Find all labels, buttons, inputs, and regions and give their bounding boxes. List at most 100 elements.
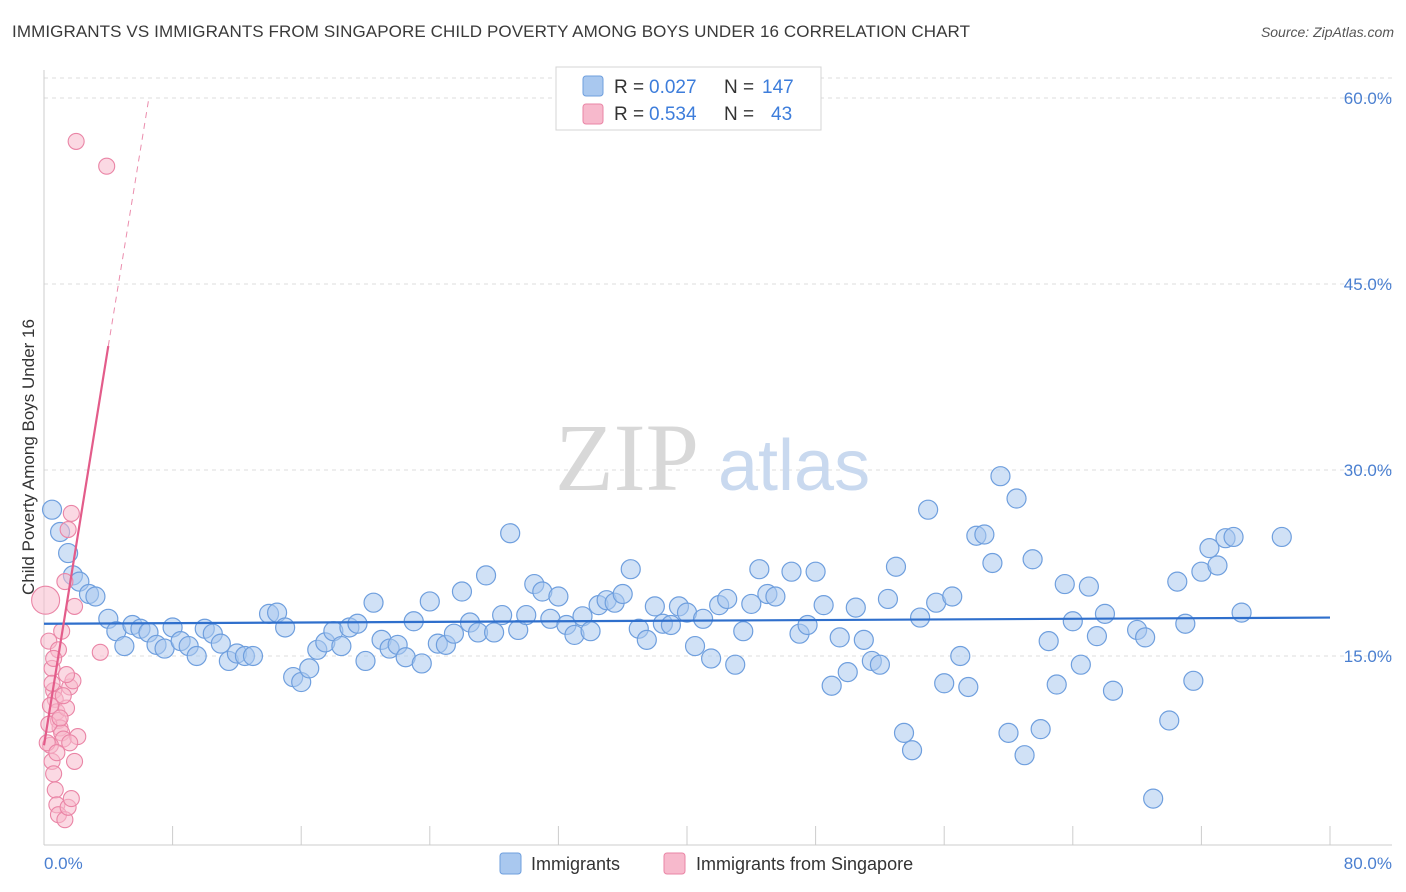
point-immigrants [781, 561, 802, 582]
point-immigrants [85, 586, 106, 607]
point-immigrants [837, 662, 858, 683]
point-immigrants-from-singapore [45, 765, 63, 783]
point-immigrants [853, 629, 874, 650]
point-immigrants [901, 740, 923, 761]
trend-line-singapore [42, 345, 110, 746]
point-immigrants [885, 556, 907, 577]
point-immigrants-from-singapore [67, 132, 85, 150]
bottom-legend: Immigrants Immigrants from Singapore [499, 852, 913, 875]
point-immigrants [765, 586, 786, 607]
point-immigrants [982, 552, 1003, 574]
point-immigrants-from-singapore [91, 643, 109, 661]
trend-line-immigrants [43, 616, 1331, 625]
point-immigrants [1062, 611, 1083, 632]
point-immigrants-from-singapore [54, 687, 72, 705]
point-immigrants [918, 499, 939, 520]
legend-r-label-2: R = [614, 104, 644, 125]
point-immigrants-from-singapore [62, 504, 80, 522]
point-immigrants-from-singapore [46, 781, 64, 799]
point-immigrants-from-singapore [59, 520, 77, 539]
point-immigrants-from-singapore [61, 734, 79, 752]
point-immigrants [516, 604, 537, 626]
bottom-legend-swatch-pink [663, 852, 686, 875]
point-immigrants [909, 607, 931, 628]
bottom-legend-immigrants: Immigrants [531, 854, 620, 874]
point-immigrants-from-singapore [62, 790, 80, 808]
y-tick-label: 30.0% [1344, 461, 1392, 480]
point-immigrants [186, 645, 207, 667]
axes: 15.0% 30.0% 45.0% 60.0% 0.0% 80.0% [43, 70, 1392, 873]
trend-lines [42, 100, 1331, 746]
point-immigrants [998, 722, 1019, 743]
point-immigrants [701, 648, 722, 669]
point-immigrants [1014, 745, 1035, 766]
y-tick-label: 60.0% [1344, 89, 1392, 108]
y-tick-label: 45.0% [1344, 275, 1392, 294]
legend-n-label-1: N = [724, 77, 754, 98]
legend-r-value-1: 0.027 [649, 77, 697, 98]
point-immigrants [1223, 526, 1244, 548]
x-tick-label-min: 0.0% [44, 854, 83, 873]
series-immigrants [41, 466, 1292, 809]
point-immigrants [355, 650, 376, 672]
point-immigrants [419, 591, 440, 612]
point-immigrants [500, 523, 521, 544]
point-immigrants [1030, 719, 1051, 740]
point-immigrants [749, 559, 770, 580]
point-immigrants-from-singapore [65, 752, 84, 770]
point-immigrants [797, 614, 818, 636]
point-immigrants [845, 597, 866, 618]
chart-title: IMMIGRANTS VS IMMIGRANTS FROM SINGAPORE … [12, 22, 971, 41]
point-immigrants [58, 542, 79, 564]
point-immigrants [620, 559, 641, 580]
point-immigrants [692, 608, 714, 629]
point-immigrants [1046, 674, 1067, 695]
point-immigrants-from-singapore [31, 585, 61, 615]
point-immigrants [331, 635, 352, 657]
point-immigrants [684, 635, 706, 657]
point-immigrants [741, 593, 762, 615]
point-immigrants [363, 592, 384, 613]
watermark-zip: ZIP [555, 404, 699, 511]
point-immigrants [1135, 627, 1156, 648]
point-immigrants [242, 645, 264, 667]
point-immigrants [451, 581, 473, 602]
point-immigrants [1231, 602, 1252, 623]
point-immigrants [1199, 538, 1220, 559]
point-immigrants [1271, 526, 1292, 548]
point-immigrants [612, 583, 633, 605]
legend-r-label-1: R = [614, 77, 644, 98]
point-immigrants [548, 586, 569, 607]
point-immigrants-from-singapore [51, 709, 69, 727]
point-immigrants [950, 645, 971, 667]
point-immigrants [805, 561, 826, 582]
legend-n-value-1: 147 [762, 77, 794, 98]
legend-r-value-2: 0.534 [649, 104, 697, 125]
legend-n-value-2: 43 [771, 104, 792, 125]
point-immigrants [484, 622, 505, 643]
y-tick-label: 15.0% [1344, 647, 1392, 666]
point-immigrants [813, 595, 834, 616]
point-immigrants [1143, 788, 1164, 809]
point-immigrants [475, 565, 497, 586]
trend-line-singapore-extrapolated [107, 100, 149, 347]
watermark: ZIP atlas [555, 404, 870, 511]
legend-n-label-2: N = [724, 104, 754, 125]
point-immigrants [942, 586, 963, 607]
point-immigrants [644, 596, 665, 617]
source-credit: Source: ZipAtlas.com [1260, 24, 1394, 40]
point-immigrants [347, 613, 368, 634]
point-immigrants [1086, 626, 1108, 647]
point-immigrants-from-singapore [57, 666, 76, 684]
bottom-legend-swatch-blue [499, 852, 522, 875]
legend-swatch-blue [582, 75, 604, 97]
point-immigrants [1102, 680, 1124, 701]
point-immigrants [636, 629, 657, 650]
point-immigrants [1183, 670, 1204, 691]
point-immigrants [869, 654, 891, 675]
point-immigrants [934, 673, 955, 694]
point-immigrants [1078, 576, 1099, 597]
point-immigrants [725, 654, 746, 675]
point-immigrants [821, 675, 842, 696]
